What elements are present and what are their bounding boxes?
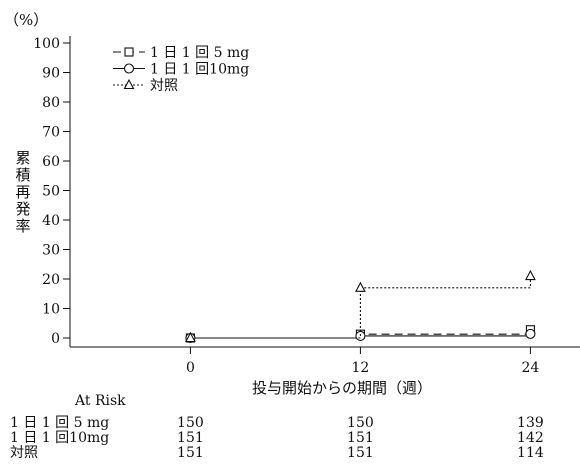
y-axis-title-char: 再	[15, 183, 30, 201]
x-axis-title: 投与開始からの期間（週）	[252, 379, 432, 397]
y-axis-title-char: 累	[15, 149, 30, 167]
at-risk-value: 150	[177, 415, 204, 431]
series-3-point	[185, 331, 196, 343]
y-tick-label: 10	[42, 302, 60, 318]
at-risk-value: 114	[517, 445, 544, 461]
y-axis-title-char: 積	[15, 166, 30, 184]
y-tick-label: 20	[42, 272, 60, 288]
at-risk-value: 142	[517, 430, 544, 446]
at-risk-value: 151	[177, 445, 204, 461]
at-risk-title: At Risk	[74, 393, 126, 409]
y-axis-title-char: 率	[15, 217, 30, 235]
y-tick-label: 70	[42, 125, 60, 141]
y-axis-title-char: 発	[15, 200, 30, 218]
legend-marker-3	[123, 78, 135, 90]
y-tick-label: 80	[42, 95, 60, 111]
at-risk-row-label: 1 日 1 回10mg	[10, 430, 109, 446]
legend-label-1: 1 日 1 回 5 mg	[150, 45, 249, 61]
y-unit-label: （%）	[4, 11, 48, 29]
y-tick-label: 50	[42, 184, 60, 200]
y-tick-label: 30	[42, 243, 60, 259]
legend-marker-2	[123, 63, 135, 74]
x-tick-label: 24	[522, 360, 540, 376]
at-risk-value: 151	[177, 430, 204, 446]
legend-marker-1	[124, 47, 134, 57]
series-2-point	[525, 328, 536, 339]
y-tick-label: 40	[42, 213, 60, 229]
x-tick-label: 12	[352, 360, 370, 376]
at-risk-row-label: 1 日 1 回 5 mg	[10, 415, 109, 431]
at-risk-value: 151	[347, 430, 374, 446]
y-tick-label: 60	[42, 154, 60, 170]
legend-label-2: 1 日 1 回10mg	[150, 62, 249, 78]
y-tick-label: 90	[42, 66, 60, 82]
at-risk-value: 139	[517, 415, 544, 431]
at-risk-value: 151	[347, 445, 374, 461]
series-3-point	[355, 281, 366, 292]
x-axis-ticks: 0 12 24	[186, 347, 539, 376]
y-tick-label: 100	[33, 36, 60, 52]
at-risk-row-label: 対照	[10, 445, 38, 461]
legend-label-3: 対照	[150, 78, 178, 94]
at-risk-value: 150	[347, 415, 374, 431]
series-layer	[185, 269, 536, 344]
y-tick-label: 0	[51, 331, 60, 347]
series-3-point	[525, 269, 536, 281]
y-axis-ticks: 0 10 20 30 40 50 60 70 80 90 100	[33, 36, 70, 347]
x-tick-label: 0	[186, 360, 195, 376]
